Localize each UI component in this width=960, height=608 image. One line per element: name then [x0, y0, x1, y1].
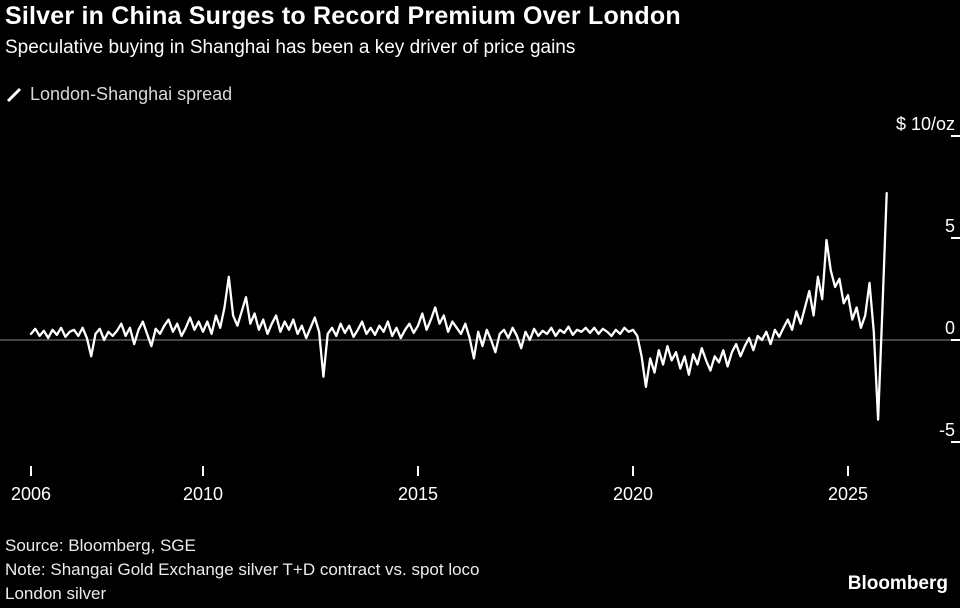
line-series-marker-icon [6, 87, 22, 102]
note-line-2: London silver [5, 584, 107, 603]
x-axis-tick-label: 2020 [613, 484, 653, 504]
legend-label: London-Shanghai spread [30, 84, 233, 104]
x-axis-tick-label: 2006 [11, 484, 51, 504]
chart-subtitle: Speculative buying in Shanghai has been … [5, 37, 576, 58]
chart-title: Silver in China Surges to Record Premium… [5, 2, 681, 30]
spread-series-line [29, 191, 888, 421]
y-axis-tick-label: -5 [939, 420, 955, 440]
x-axis-tick-label: 2010 [183, 484, 223, 504]
source-note: Source: Bloomberg, SGE [5, 536, 196, 555]
bloomberg-logo: Bloomberg [847, 573, 948, 594]
y-axis-tick-label: 0 [945, 318, 955, 338]
x-axis-tick-label: 2025 [828, 484, 868, 504]
y-axis-tick-label: $ 10/oz [896, 114, 955, 134]
x-axis-tick-label: 2015 [398, 484, 438, 504]
footnotes: Source: Bloomberg, SGE Note: Shangai Gol… [5, 534, 480, 606]
note-line-1: Note: Shangai Gold Exchange silver T+D c… [5, 560, 480, 579]
legend: London-Shanghai spread [5, 84, 232, 105]
y-axis-tick-label: 5 [945, 216, 955, 236]
